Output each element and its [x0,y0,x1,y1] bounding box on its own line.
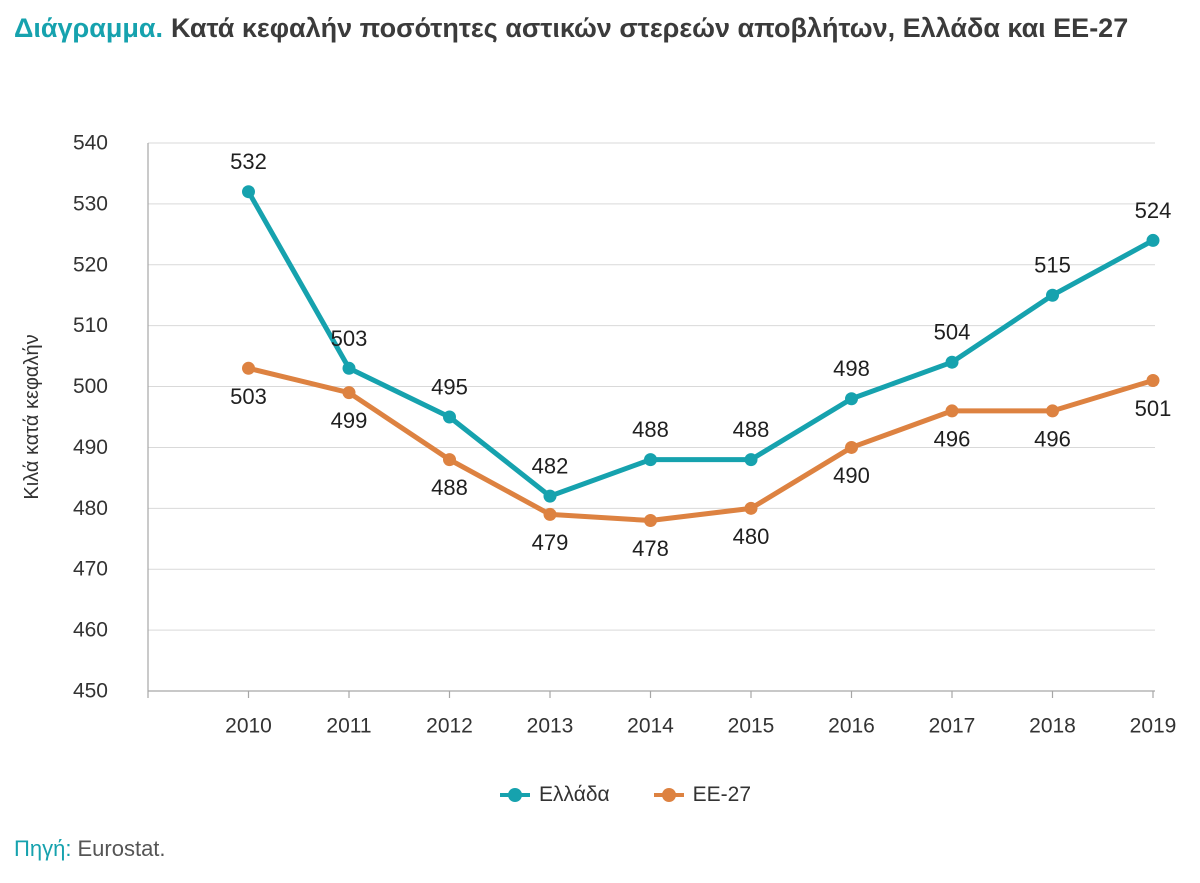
y-tick-label: 460 [73,619,108,642]
series-greece: 532 503 495 482 488 488 498 504 515 524 [230,149,1172,503]
x-tick-label: 2017 [929,715,976,738]
data-label-eu27: 480 [733,524,770,549]
series-eu27: 503 499 488 479 478 480 490 496 496 501 [230,361,1172,561]
data-label-greece: 488 [733,417,770,442]
data-point-greece [744,453,758,467]
data-point-greece [342,361,356,375]
data-point-greece [845,392,858,406]
data-label-greece: 503 [331,326,368,351]
data-point-eu27 [744,501,758,515]
x-axis-ticks: 2010 2011 2012 2013 2014 2015 2016 2017 2018 2019 [225,691,1176,738]
x-tick-label: 2012 [426,715,473,738]
data-label-eu27: 503 [230,384,267,409]
x-tick-label: 2010 [225,715,272,738]
data-point-eu27 [1046,404,1059,418]
y-axis-title: Κιλά κατά κεφαλήν [21,334,43,499]
legend: Ελλάδα ΕΕ-27 [500,783,751,807]
data-label-greece: 488 [632,417,669,442]
x-tick-label: 2019 [1130,715,1177,738]
y-tick-label: 510 [73,314,108,337]
data-point-eu27 [443,453,456,467]
data-label-greece: 495 [431,375,468,400]
legend-label-eu27: ΕΕ-27 [692,783,752,806]
data-point-eu27 [644,514,657,528]
data-label-greece: 524 [1135,198,1172,223]
y-tick-label: 500 [73,375,108,398]
chart-title-text: Κατά κεφαλήν ποσότητες αστικών στερεών α… [170,13,1129,43]
data-label-eu27: 496 [1034,426,1071,451]
legend-item-greece: Ελλάδα [500,783,610,807]
y-tick-label: 540 [73,132,108,155]
data-label-eu27: 488 [431,475,468,500]
data-point-eu27 [945,404,959,418]
series-line-greece [246,189,1156,499]
x-tick-label: 2014 [627,715,674,738]
legend-label-greece: Ελλάδα [539,783,610,806]
data-label-greece: 515 [1034,253,1071,278]
source-note: Πηγή: Eurostat. [14,836,166,862]
data-point-eu27 [543,507,557,521]
data-point-greece [1146,233,1160,247]
y-tick-label: 520 [73,253,108,276]
source-label: Πηγή: [14,836,72,861]
data-label-greece: 482 [532,454,569,479]
legend-swatch-greece [500,788,530,802]
legend-item-eu27: ΕΕ-27 [653,783,752,807]
legend-swatch-eu27 [653,788,684,802]
x-tick-label: 2016 [828,715,875,738]
data-point-greece [945,355,959,369]
data-label-eu27: 501 [1135,396,1172,421]
x-tick-label: 2013 [527,715,574,738]
data-point-greece [443,410,456,424]
y-tick-label: 530 [73,192,108,215]
y-tick-label: 490 [73,436,108,459]
data-label-eu27: 496 [934,426,971,451]
data-point-greece [543,489,557,503]
x-tick-label: 2015 [728,715,775,738]
data-point-greece [644,453,657,467]
x-tick-label: 2018 [1029,715,1076,738]
data-point-eu27 [845,440,858,454]
data-point-eu27 [242,361,255,375]
data-point-eu27 [342,386,356,400]
data-point-greece [242,185,255,199]
y-tick-label: 450 [73,680,108,703]
data-point-greece [1046,288,1059,302]
y-tick-label: 480 [73,497,108,520]
data-label-eu27: 478 [632,536,669,561]
y-axis-ticks: 450 460 470 480 490 500 510 520 530 540 [73,132,108,703]
data-label-greece: 532 [230,149,267,174]
source-text: Eurostat. [77,836,166,861]
chart-title: Διάγραμμα. Κατά κεφαλήν ποσότητες αστικών… [14,9,1186,47]
data-label-greece: 498 [833,356,870,381]
y-tick-label: 470 [73,558,108,581]
x-tick-label: 2011 [326,715,371,738]
series-line-eu27 [246,365,1156,524]
data-label-eu27: 490 [833,463,870,488]
data-label-eu27: 479 [532,530,569,555]
data-label-greece: 504 [934,320,971,345]
data-label-eu27: 499 [331,408,368,433]
data-point-eu27 [1146,373,1160,387]
chart-title-prefix: Διάγραμμα. [14,13,163,43]
